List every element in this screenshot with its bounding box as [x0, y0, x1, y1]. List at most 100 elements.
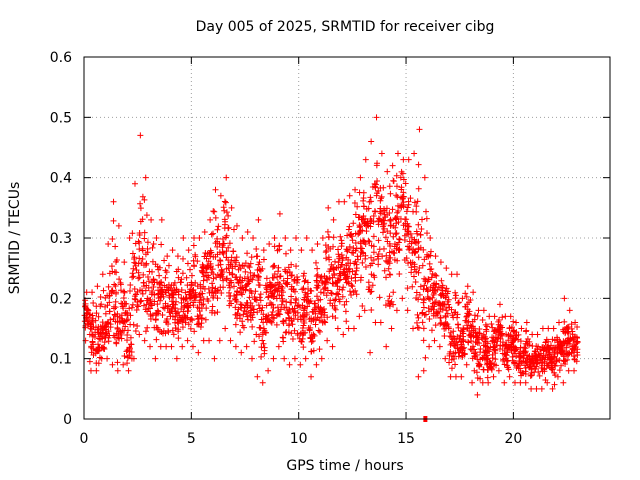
- data-point: [243, 308, 250, 315]
- data-point: [354, 256, 361, 263]
- data-point: [309, 333, 316, 340]
- data-point: [82, 303, 89, 310]
- data-point: [517, 379, 524, 386]
- data-point: [565, 367, 572, 374]
- data-point: [355, 231, 362, 238]
- data-point: [373, 162, 380, 169]
- data-point: [173, 268, 180, 275]
- data-point: [533, 385, 540, 392]
- data-point: [114, 313, 121, 320]
- data-point: [559, 341, 566, 348]
- data-point: [144, 245, 151, 252]
- data-point: [147, 343, 154, 350]
- data-point: [121, 289, 128, 296]
- data-point: [423, 285, 430, 292]
- y-tick-label: 0.4: [50, 171, 72, 187]
- data-point: [367, 289, 374, 296]
- data-point: [339, 293, 346, 300]
- data-point: [341, 301, 348, 308]
- data-point: [286, 361, 293, 368]
- data-point: [168, 306, 175, 313]
- data-point: [376, 246, 383, 253]
- data-point: [572, 319, 579, 326]
- data-point: [121, 353, 128, 360]
- data-point: [387, 254, 394, 261]
- data-point: [539, 368, 546, 375]
- data-point: [489, 324, 496, 331]
- data-point: [119, 303, 126, 310]
- data-point: [173, 298, 180, 305]
- data-point: [435, 284, 442, 291]
- data-point: [339, 286, 346, 293]
- data-point: [476, 362, 483, 369]
- data-point: [551, 362, 558, 369]
- data-point: [136, 255, 143, 262]
- data-point: [120, 288, 127, 295]
- data-point: [282, 329, 289, 336]
- data-point: [363, 228, 370, 235]
- data-point: [227, 337, 234, 344]
- data-point: [227, 261, 234, 268]
- data-point: [457, 339, 464, 346]
- data-point: [222, 325, 229, 332]
- data-point: [517, 365, 524, 372]
- data-point: [258, 316, 265, 323]
- data-point: [533, 352, 540, 359]
- data-point: [137, 200, 144, 207]
- data-point: [555, 344, 562, 351]
- data-point: [340, 331, 347, 338]
- data-point: [218, 290, 225, 297]
- data-point: [196, 291, 203, 298]
- data-point: [291, 327, 298, 334]
- data-point: [365, 237, 372, 244]
- data-point: [192, 293, 199, 300]
- data-point: [191, 328, 198, 335]
- data-point: [505, 366, 512, 373]
- data-point: [247, 276, 254, 283]
- data-point: [419, 262, 426, 269]
- data-point: [433, 299, 440, 306]
- data-point: [354, 203, 361, 210]
- data-point: [308, 348, 315, 355]
- data-point: [452, 309, 459, 316]
- data-point: [97, 330, 104, 337]
- data-point: [214, 309, 221, 316]
- data-point: [150, 284, 157, 291]
- data-point: [558, 362, 565, 369]
- data-point: [123, 317, 130, 324]
- data-point: [564, 324, 571, 331]
- data-point: [197, 311, 204, 318]
- data-point: [216, 257, 223, 264]
- data-point: [136, 331, 143, 338]
- data-point: [269, 314, 276, 321]
- data-point: [343, 298, 350, 305]
- data-point: [223, 209, 230, 216]
- data-point: [375, 261, 382, 268]
- data-point: [256, 333, 263, 340]
- data-point: [362, 263, 369, 270]
- data-point: [437, 259, 444, 266]
- data-point: [285, 308, 292, 315]
- data-point: [275, 307, 282, 314]
- data-point: [430, 291, 437, 298]
- data-point: [349, 237, 356, 244]
- data-point: [175, 335, 182, 342]
- data-point: [330, 216, 337, 223]
- data-point: [345, 278, 352, 285]
- data-point: [239, 322, 246, 329]
- data-point: [327, 289, 334, 296]
- data-point: [414, 198, 421, 205]
- data-point: [184, 337, 191, 344]
- data-point: [136, 229, 143, 236]
- data-point: [380, 229, 387, 236]
- data-point: [412, 279, 419, 285]
- data-point: [535, 369, 542, 376]
- data-point: [141, 235, 148, 242]
- data-point: [477, 345, 484, 352]
- data-point: [404, 307, 411, 314]
- data-point: [207, 264, 214, 271]
- data-point: [116, 276, 123, 283]
- data-point: [356, 313, 363, 320]
- data-point: [290, 309, 297, 316]
- data-point: [389, 206, 396, 213]
